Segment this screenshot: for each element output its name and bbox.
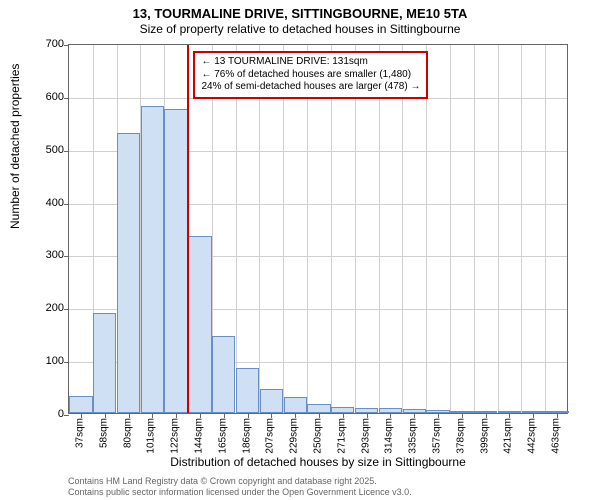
chart-title-sub: Size of property relative to detached ho… — [0, 22, 600, 36]
y-tick-mark — [64, 98, 69, 99]
title-block: 13, TOURMALINE DRIVE, SITTINGBOURNE, ME1… — [0, 0, 600, 36]
x-tick-label: 144sqm — [193, 418, 204, 454]
y-tick-label: 400 — [46, 197, 64, 209]
histogram-bar — [284, 397, 307, 413]
x-tick-label: 421sqm — [503, 418, 514, 454]
footer-line1: Contains HM Land Registry data © Crown c… — [68, 476, 412, 487]
x-tick-label: 165sqm — [217, 418, 228, 454]
histogram-bar — [236, 368, 259, 413]
annotation-line2: ← 76% of detached houses are smaller (1,… — [201, 69, 420, 82]
reference-vline — [187, 45, 189, 413]
x-tick-label: 58sqm — [98, 418, 109, 448]
chart-container: 13, TOURMALINE DRIVE, SITTINGBOURNE, ME1… — [0, 0, 600, 500]
y-tick-label: 600 — [46, 91, 64, 103]
y-tick-mark — [64, 309, 69, 310]
grid-line-v — [236, 45, 237, 413]
annotation-box: ← 13 TOURMALINE DRIVE: 131sqm← 76% of de… — [193, 51, 428, 99]
histogram-bar — [307, 404, 330, 414]
grid-line-v — [283, 45, 284, 413]
y-tick-label: 100 — [46, 355, 64, 367]
footer-attribution: Contains HM Land Registry data © Crown c… — [68, 476, 412, 498]
grid-line-v — [307, 45, 308, 413]
histogram-bar — [69, 396, 92, 413]
y-tick-mark — [64, 45, 69, 46]
y-tick-mark — [64, 151, 69, 152]
grid-line-v — [259, 45, 260, 413]
histogram-bar — [164, 109, 187, 413]
y-tick-mark — [64, 256, 69, 257]
x-tick-label: 186sqm — [241, 418, 252, 454]
x-tick-label: 335sqm — [408, 418, 419, 454]
grid-line-v — [402, 45, 403, 413]
x-tick-label: 101sqm — [146, 418, 157, 454]
annotation-line3: 24% of semi-detached houses are larger (… — [201, 81, 420, 94]
x-tick-label: 442sqm — [527, 418, 538, 454]
histogram-bar — [212, 336, 235, 413]
y-tick-label: 500 — [46, 144, 64, 156]
grid-line-v — [521, 45, 522, 413]
x-tick-label: 378sqm — [455, 418, 466, 454]
grid-line-v — [426, 45, 427, 413]
grid-line-v — [498, 45, 499, 413]
x-tick-label: 37sqm — [74, 418, 85, 448]
y-tick-label: 300 — [46, 249, 64, 261]
y-tick-label: 0 — [58, 408, 64, 420]
footer-line2: Contains public sector information licen… — [68, 487, 412, 498]
x-axis-ticks: 37sqm 58sqm 80sqm 101sqm 122sqm 144sqm 165sqm 1… — [68, 414, 568, 454]
x-tick-label: 250sqm — [313, 418, 324, 454]
y-tick-label: 200 — [46, 302, 64, 314]
grid-line-v — [379, 45, 380, 413]
grid-line-v — [331, 45, 332, 413]
histogram-bar — [188, 236, 211, 413]
x-tick-label: 399sqm — [479, 418, 490, 454]
histogram-bar — [141, 106, 164, 413]
x-tick-label: 314sqm — [384, 418, 395, 454]
histogram-bar — [93, 313, 116, 413]
x-tick-label: 293sqm — [360, 418, 371, 454]
y-axis-ticks: 0100200300400500600700 — [0, 44, 66, 414]
x-tick-label: 229sqm — [289, 418, 300, 454]
x-axis-label: Distribution of detached houses by size … — [68, 455, 568, 469]
x-tick-label: 463sqm — [551, 418, 562, 454]
y-tick-mark — [64, 362, 69, 363]
histogram-bar — [117, 133, 140, 413]
x-tick-label: 80sqm — [122, 418, 133, 448]
x-tick-label: 122sqm — [170, 418, 181, 454]
grid-line-v — [474, 45, 475, 413]
chart-title-main: 13, TOURMALINE DRIVE, SITTINGBOURNE, ME1… — [0, 6, 600, 21]
plot-area: ← 13 TOURMALINE DRIVE: 131sqm← 76% of de… — [68, 44, 568, 414]
grid-line-v — [355, 45, 356, 413]
y-tick-mark — [64, 204, 69, 205]
grid-line-v — [450, 45, 451, 413]
histogram-bar — [260, 389, 283, 413]
y-tick-label: 700 — [46, 38, 64, 50]
x-tick-label: 357sqm — [432, 418, 443, 454]
x-tick-label: 207sqm — [265, 418, 276, 454]
annotation-line1: ← 13 TOURMALINE DRIVE: 131sqm — [201, 56, 420, 69]
x-tick-label: 271sqm — [336, 418, 347, 454]
grid-line-v — [545, 45, 546, 413]
